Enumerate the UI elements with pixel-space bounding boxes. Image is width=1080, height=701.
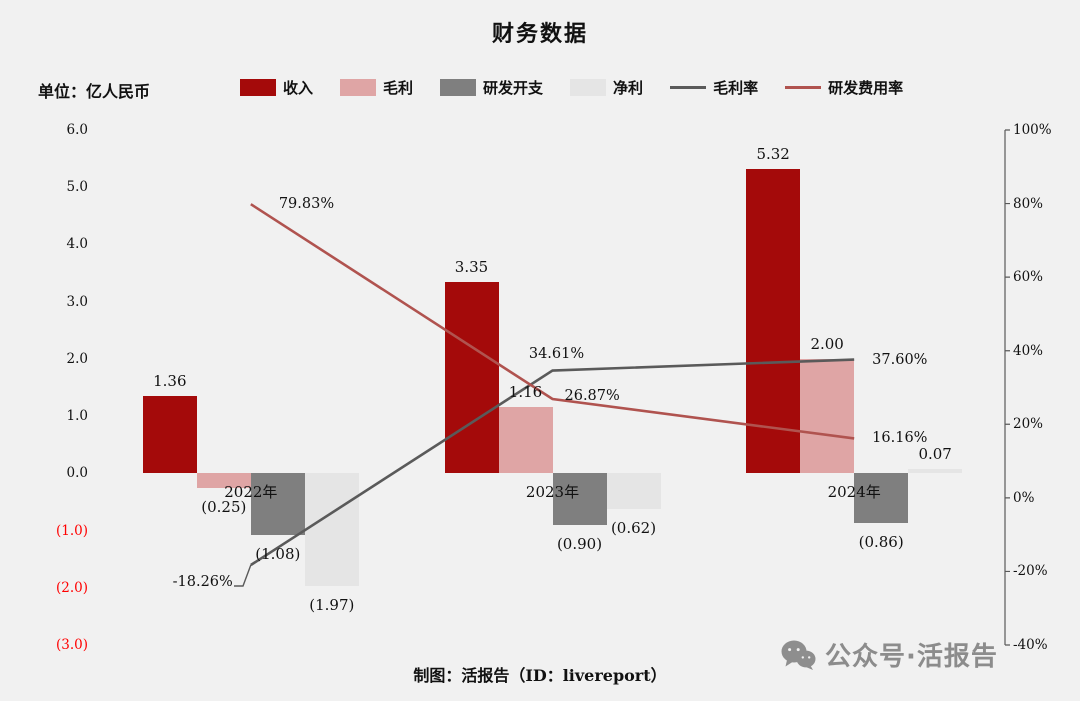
right-axis-tick: 80%: [1013, 195, 1044, 212]
line-label-rnd-ratio-2024年: 16.16%: [872, 430, 928, 447]
left-axis-tick: 3.0: [66, 293, 88, 310]
right-axis-tick: -20%: [1013, 563, 1048, 580]
legend-swatch-rnd-expense: [440, 78, 477, 96]
bar-label-rnd-expense-2022年: (1.08): [255, 545, 301, 564]
bar-label-gross-profit-2024年: 2.00: [810, 334, 844, 353]
bar-label-gross-profit-2023年: 1.16: [508, 382, 543, 401]
watermark: 公众号·活报告: [780, 636, 998, 673]
bar-label-net-profit-2023年: (0.62): [610, 518, 657, 537]
unit-label: 单位：亿人民币: [38, 82, 151, 101]
legend-label-net-profit: 净利: [613, 78, 644, 97]
left-axis-tick: 2.0: [66, 350, 88, 367]
bar-revenue-2023年: [444, 281, 499, 474]
bar-label-net-profit-2024年: 0.07: [918, 445, 952, 464]
bar-revenue-2022年: [142, 395, 197, 474]
bar-gross-profit-2024年: [800, 358, 855, 474]
bar-label-gross-profit-2022年: (0.25): [201, 497, 247, 516]
right-axis-tick: -40%: [1013, 637, 1048, 653]
x-axis-label-2023年: 2023年: [525, 483, 580, 502]
page-title: 财务数据: [491, 21, 588, 47]
right-axis-tick: 0%: [1013, 489, 1035, 506]
legend-item-rnd-expense: 研发开支: [440, 77, 543, 98]
bar-net-profit-2023年: [606, 473, 661, 509]
footer-credit: 制图：活报告（ID：livereport）: [413, 666, 667, 685]
bar-label-revenue-2024年: 5.32: [756, 144, 790, 163]
right-axis-tick: 100%: [1013, 122, 1052, 138]
legend-label-gross-profit: 毛利: [383, 78, 414, 97]
legend-swatch-net-profit: [570, 78, 607, 96]
wechat-icon: [780, 639, 816, 671]
legend-item-rnd-ratio: 研发费用率: [785, 77, 903, 98]
bar-label-revenue-2022年: 1.36: [153, 371, 187, 390]
x-axis-label-2024年: 2024年: [827, 483, 881, 502]
right-axis-tick: 20%: [1013, 416, 1044, 433]
legend-swatch-rnd-ratio: [785, 85, 822, 89]
left-axis-tick: 5.0: [66, 179, 88, 196]
left-axis-tick: (2.0): [55, 579, 88, 596]
left-axis-tick: 4.0: [66, 236, 88, 253]
bar-label-revenue-2023年: 3.35: [454, 257, 489, 276]
watermark-text: 公众号·活报告: [825, 642, 998, 672]
left-axis-tick: (3.0): [55, 637, 88, 653]
bar-label-rnd-expense-2024年: (0.86): [858, 532, 904, 551]
legend-label-revenue: 收入: [283, 78, 314, 97]
legend-swatch-revenue: [240, 78, 276, 96]
bar-net-profit-2022年: [304, 473, 359, 587]
line-label-rnd-ratio-2023年: 26.87%: [564, 388, 620, 404]
legend-label-gross-margin: 毛利率: [713, 78, 759, 97]
bar-revenue-2024年: [746, 168, 801, 474]
legend-item-gross-profit: 毛利: [340, 77, 413, 98]
legend-item-gross-margin: 毛利率: [670, 77, 758, 98]
legend-item-revenue: 收入: [240, 77, 313, 98]
line-label-gross-margin-2023年: 34.61%: [528, 345, 585, 362]
legend: 收入 毛利 研发开支 净利 毛利率 研发费用率: [240, 76, 903, 98]
legend-item-net-profit: 净利: [570, 77, 643, 98]
right-axis-tick: 60%: [1013, 269, 1044, 286]
right-axis-tick: 40%: [1013, 342, 1044, 359]
legend-swatch-gross-margin: [670, 85, 707, 89]
line-label-gross-margin-2022年: -18.26%: [172, 574, 233, 591]
left-axis-tick: 1.0: [66, 408, 88, 425]
left-axis-tick: 6.0: [66, 122, 88, 138]
bar-gross-profit-2023年: [498, 406, 553, 474]
bar-net-profit-2024年: [908, 469, 963, 474]
legend-label-rnd-ratio: 研发费用率: [828, 78, 904, 97]
bar-gross-profit-2022年: [196, 473, 251, 488]
bar-label-net-profit-2022年: (1.97): [309, 596, 355, 615]
legend-label-rnd-expense: 研发开支: [483, 78, 544, 97]
left-axis-tick: (1.0): [55, 522, 88, 539]
line-label-gross-margin-2024年: 37.60%: [872, 351, 928, 368]
legend-swatch-gross-profit: [340, 78, 377, 96]
line-label-rnd-ratio-2022年: 79.83%: [278, 196, 335, 213]
bar-rnd-expense-2024年: [854, 473, 909, 523]
left-axis-tick: 0.0: [66, 465, 88, 482]
